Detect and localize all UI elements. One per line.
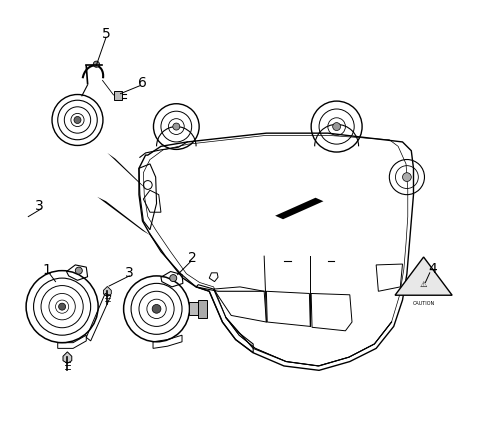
Circle shape (403, 173, 411, 182)
Circle shape (333, 122, 341, 130)
Polygon shape (190, 302, 198, 316)
Circle shape (93, 61, 99, 67)
Circle shape (152, 305, 161, 313)
Text: 1: 1 (42, 263, 51, 277)
Polygon shape (97, 197, 150, 235)
Text: 3: 3 (35, 198, 43, 213)
Polygon shape (108, 153, 147, 189)
Circle shape (75, 267, 82, 274)
Text: CAUTION: CAUTION (412, 301, 435, 306)
Polygon shape (103, 286, 111, 297)
Text: 6: 6 (138, 76, 147, 90)
Circle shape (74, 116, 81, 123)
Circle shape (173, 123, 180, 130)
Polygon shape (198, 300, 207, 318)
Text: 3: 3 (125, 266, 134, 280)
Polygon shape (113, 91, 122, 100)
Circle shape (59, 303, 66, 310)
Circle shape (170, 274, 177, 282)
Text: 4: 4 (428, 262, 437, 276)
Text: 2: 2 (188, 251, 197, 265)
Polygon shape (395, 257, 452, 295)
Polygon shape (275, 198, 324, 219)
Text: ⚠: ⚠ (420, 280, 427, 289)
Polygon shape (63, 352, 72, 363)
Text: 5: 5 (102, 27, 110, 42)
